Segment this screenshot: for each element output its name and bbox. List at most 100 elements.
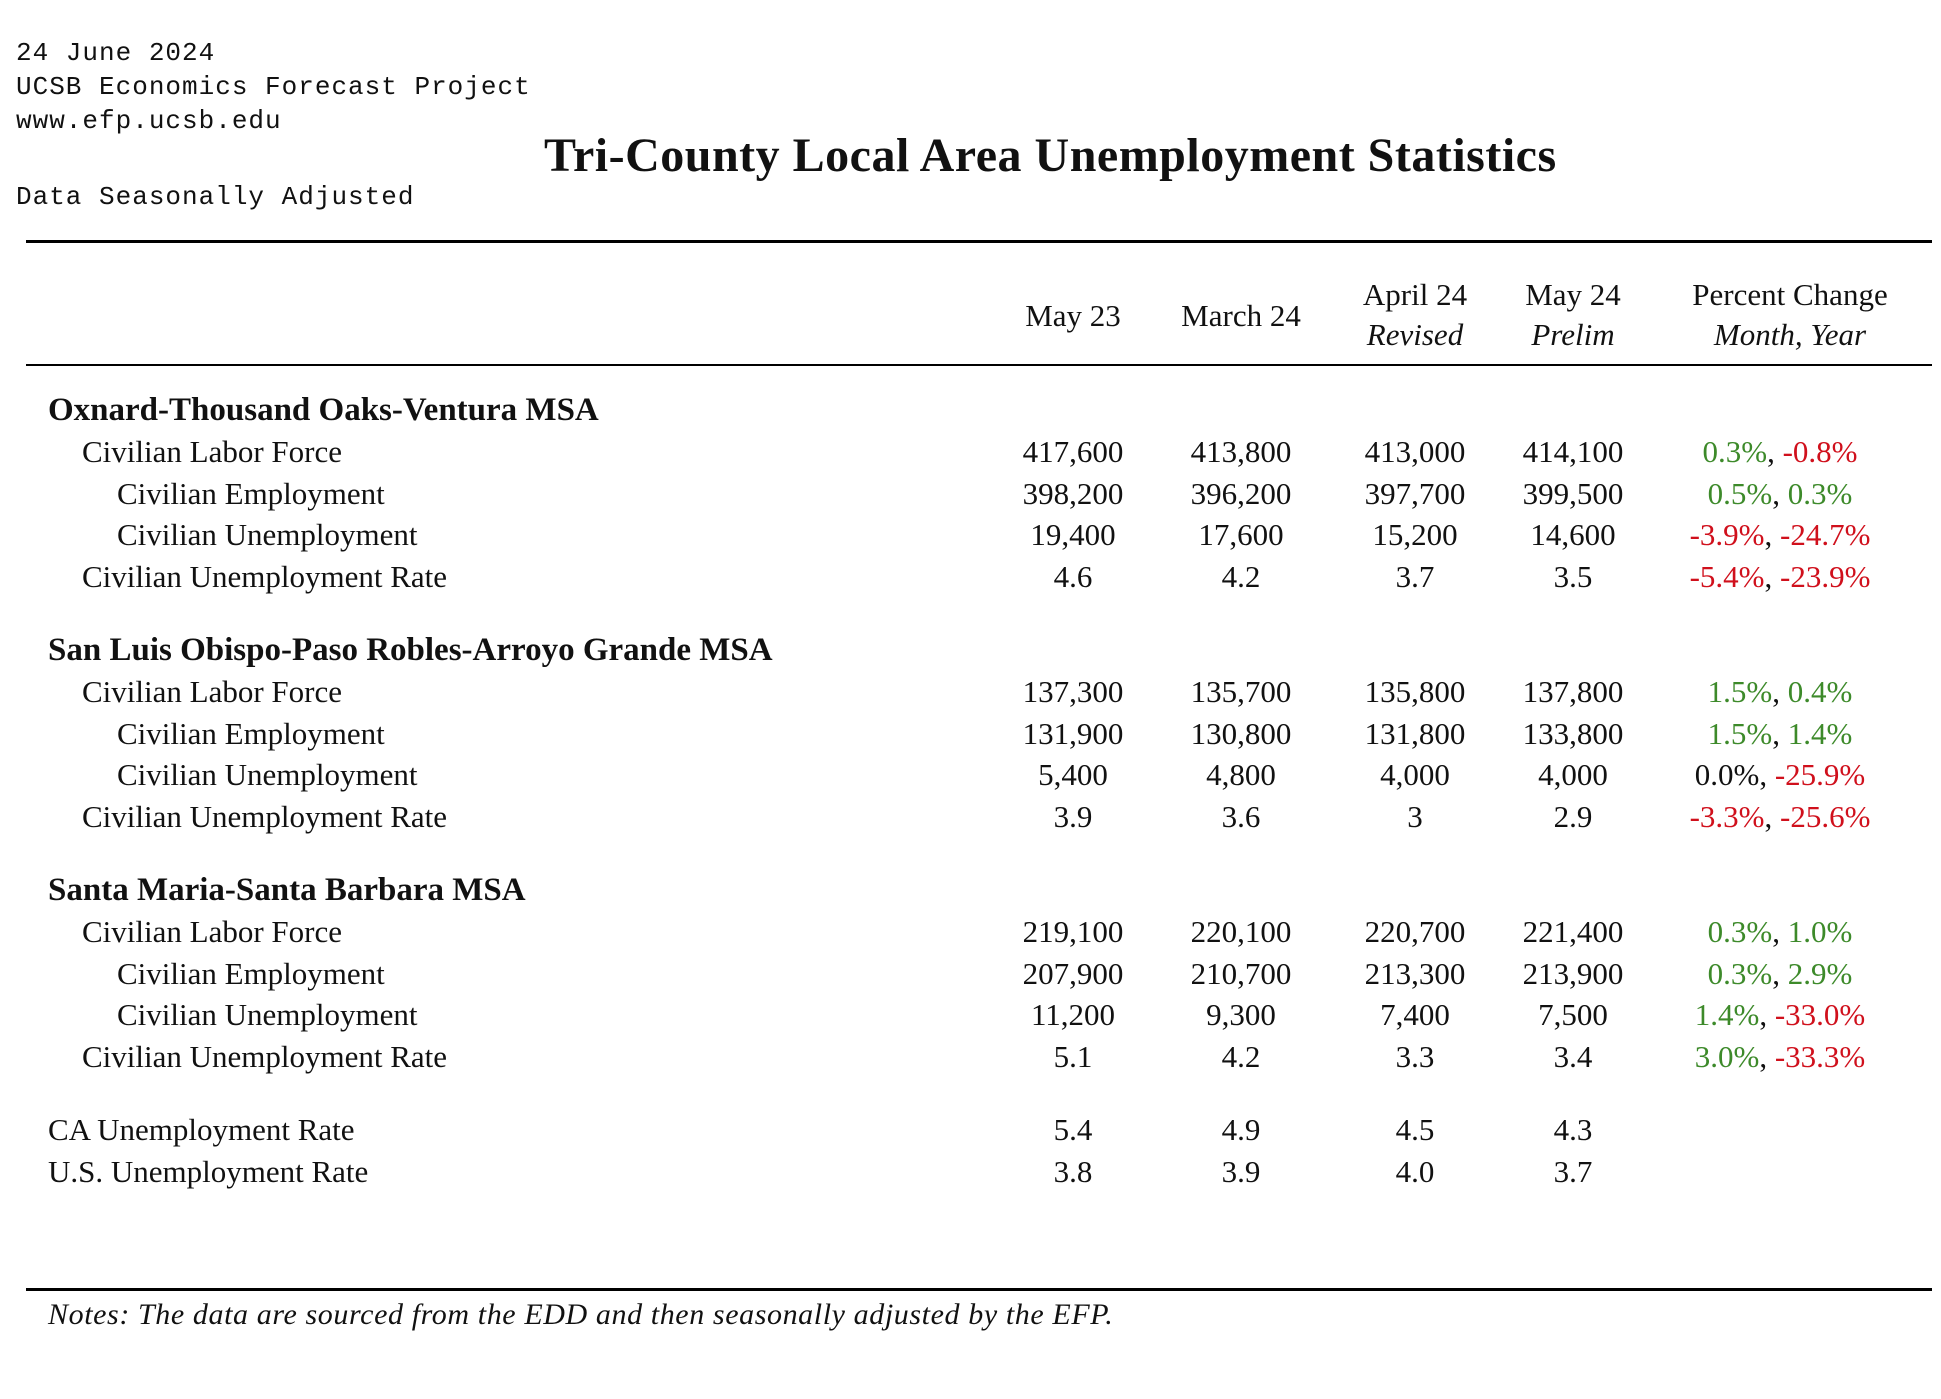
month-change: 0.3% — [1707, 914, 1773, 949]
table-row: Civilian Labor Force 219,100 220,100 220,70… — [0, 914, 1941, 956]
cell-value: 137,300 — [1022, 674, 1124, 709]
cell-value: 3.7 — [1395, 558, 1435, 594]
section-title: San Luis Obispo-Paso Robles-Arroyo Grand… — [48, 632, 773, 668]
row-label: Civilian Labor Force — [82, 434, 342, 469]
summary-row: CA Unemployment Rate 5.4 4.9 4.5 4.3 — [0, 1112, 1941, 1154]
percent-change-cell: -5.4%, -23.9% — [1660, 559, 1900, 595]
cell-value: 221,400 — [1522, 914, 1624, 949]
percent-change-cell: -3.3%, -25.6% — [1660, 799, 1900, 835]
cell-value: 131,800 — [1364, 715, 1466, 751]
cell-value: 397,700 — [1364, 475, 1466, 511]
cell-value: 414,100 — [1522, 434, 1624, 469]
table-notes: Notes: The data are sourced from the EDD… — [48, 1298, 1114, 1331]
column-header-may-24-sub: Prelim — [1531, 317, 1615, 352]
cell-value: 137,800 — [1522, 674, 1624, 709]
header-rule — [26, 364, 1932, 366]
year-change: -24.7% — [1780, 517, 1871, 552]
row-label: Civilian Unemployment — [117, 757, 418, 792]
row-label: Civilian Unemployment — [117, 997, 418, 1032]
row-label: Civilian Employment — [117, 955, 385, 991]
change-separator: , — [1767, 434, 1783, 469]
year-change: -33.3% — [1774, 1038, 1866, 1074]
change-separator: , — [1764, 798, 1780, 834]
cell-value: 3.6 — [1221, 798, 1261, 834]
cell-value: 4.9 — [1221, 1112, 1261, 1147]
month-change: -5.4% — [1689, 558, 1765, 594]
report-date: 24 June 2024 — [16, 38, 216, 68]
table-row: Civilian Labor Force 417,600 413,800 413,00… — [0, 434, 1941, 476]
row-label: U.S. Unemployment Rate — [48, 1153, 369, 1189]
cell-value: 3.4 — [1553, 1038, 1593, 1074]
percent-change-cell: -3.9%, -24.7% — [1660, 517, 1900, 553]
cell-value: 4.2 — [1221, 558, 1261, 594]
cell-value: 15,200 — [1372, 517, 1458, 552]
year-change: -25.9% — [1774, 757, 1866, 792]
page-title: Tri-County Local Area Unemployment Stati… — [544, 129, 1557, 182]
column-header-percent-change: Percent Change Month, Year — [1660, 275, 1920, 355]
column-header-may-23: May 23 — [1025, 298, 1121, 333]
month-change: 3.0% — [1694, 1038, 1760, 1074]
percent-change-cell: 0.0%, -25.9% — [1660, 757, 1900, 793]
month-change: 0.5% — [1707, 475, 1773, 511]
table-row: Civilian Labor Force 137,300 135,700 135,80… — [0, 674, 1941, 716]
cell-value: 4,000 — [1538, 757, 1608, 792]
cell-value: 5.4 — [1053, 1112, 1093, 1147]
change-separator: , — [1772, 955, 1788, 991]
row-label: Civilian Labor Force — [82, 674, 342, 709]
cell-value: 4.3 — [1553, 1112, 1593, 1147]
cell-value: 399,500 — [1522, 475, 1624, 511]
cell-value: 3.3 — [1395, 1038, 1435, 1074]
row-label: Civilian Unemployment — [117, 517, 418, 552]
report-organization: UCSB Economics Forecast Project — [16, 72, 531, 102]
row-label: Civilian Employment — [117, 715, 385, 751]
cell-value: 17,600 — [1198, 517, 1284, 552]
column-header-april-24-sub: Revised — [1366, 317, 1464, 352]
column-header-march-24: March 24 — [1181, 298, 1301, 333]
cell-value: 413,800 — [1190, 434, 1292, 469]
percent-change-cell: 1.5%, 1.4% — [1660, 716, 1900, 752]
change-separator: , — [1772, 715, 1788, 751]
cell-value: 4,000 — [1380, 757, 1450, 792]
table-row: Civilian Unemployment Rate 5.1 4.2 3.3 3.4 3.… — [0, 1039, 1941, 1081]
year-change: -23.9% — [1780, 558, 1871, 594]
cell-value: 220,700 — [1364, 914, 1466, 949]
month-change: 1.4% — [1694, 997, 1760, 1032]
cell-value: 2.9 — [1553, 798, 1593, 834]
month-change: 0.3% — [1707, 955, 1773, 991]
cell-value: 3.9 — [1053, 798, 1093, 834]
percent-change-cell: 1.4%, -33.0% — [1660, 997, 1900, 1033]
column-header-april-24-label: April 24 — [1362, 277, 1468, 312]
change-separator: , — [1772, 475, 1788, 511]
column-header-percent-change-label: Percent Change — [1692, 277, 1888, 312]
percent-change-cell: 0.3%, 1.0% — [1660, 914, 1900, 950]
table-row: Civilian Unemployment 19,400 17,600 15,200 1… — [0, 517, 1941, 559]
table-row: Civilian Unemployment 5,400 4,800 4,000 4,00… — [0, 757, 1941, 799]
table-row: Civilian Employment 131,900 130,800 131,800… — [0, 716, 1941, 758]
cell-value: 133,800 — [1522, 715, 1624, 751]
cell-value: 417,600 — [1022, 434, 1124, 469]
report-url: www.efp.ucsb.edu — [16, 106, 282, 136]
cell-value: 131,900 — [1022, 715, 1124, 751]
cell-value: 219,100 — [1022, 914, 1124, 949]
cell-value: 3.5 — [1553, 558, 1593, 594]
column-header-april-24: April 24 Revised — [1340, 275, 1490, 355]
month-change: -3.9% — [1689, 517, 1765, 552]
column-header-may-24-label: May 24 — [1525, 277, 1621, 312]
change-separator: , — [1772, 914, 1788, 949]
cell-value: 3.8 — [1053, 1153, 1093, 1189]
month-change: -3.3% — [1689, 798, 1765, 834]
cell-value: 207,900 — [1022, 955, 1124, 991]
month-change: 1.5% — [1707, 715, 1773, 751]
cell-value: 135,700 — [1190, 674, 1292, 709]
percent-change-cell: 3.0%, -33.3% — [1660, 1039, 1900, 1075]
year-change: 2.9% — [1787, 955, 1853, 991]
bottom-rule — [26, 1288, 1932, 1291]
year-change: -25.6% — [1780, 798, 1871, 834]
change-separator: , — [1759, 757, 1775, 792]
table-row: Civilian Unemployment Rate 3.9 3.6 3 2.9 -3.3… — [0, 799, 1941, 841]
cell-value: 3.9 — [1221, 1153, 1261, 1189]
cell-value: 3.7 — [1553, 1153, 1593, 1189]
cell-value: 396,200 — [1190, 475, 1292, 511]
month-change: 0.0% — [1694, 757, 1760, 792]
cell-value: 398,200 — [1022, 475, 1124, 511]
